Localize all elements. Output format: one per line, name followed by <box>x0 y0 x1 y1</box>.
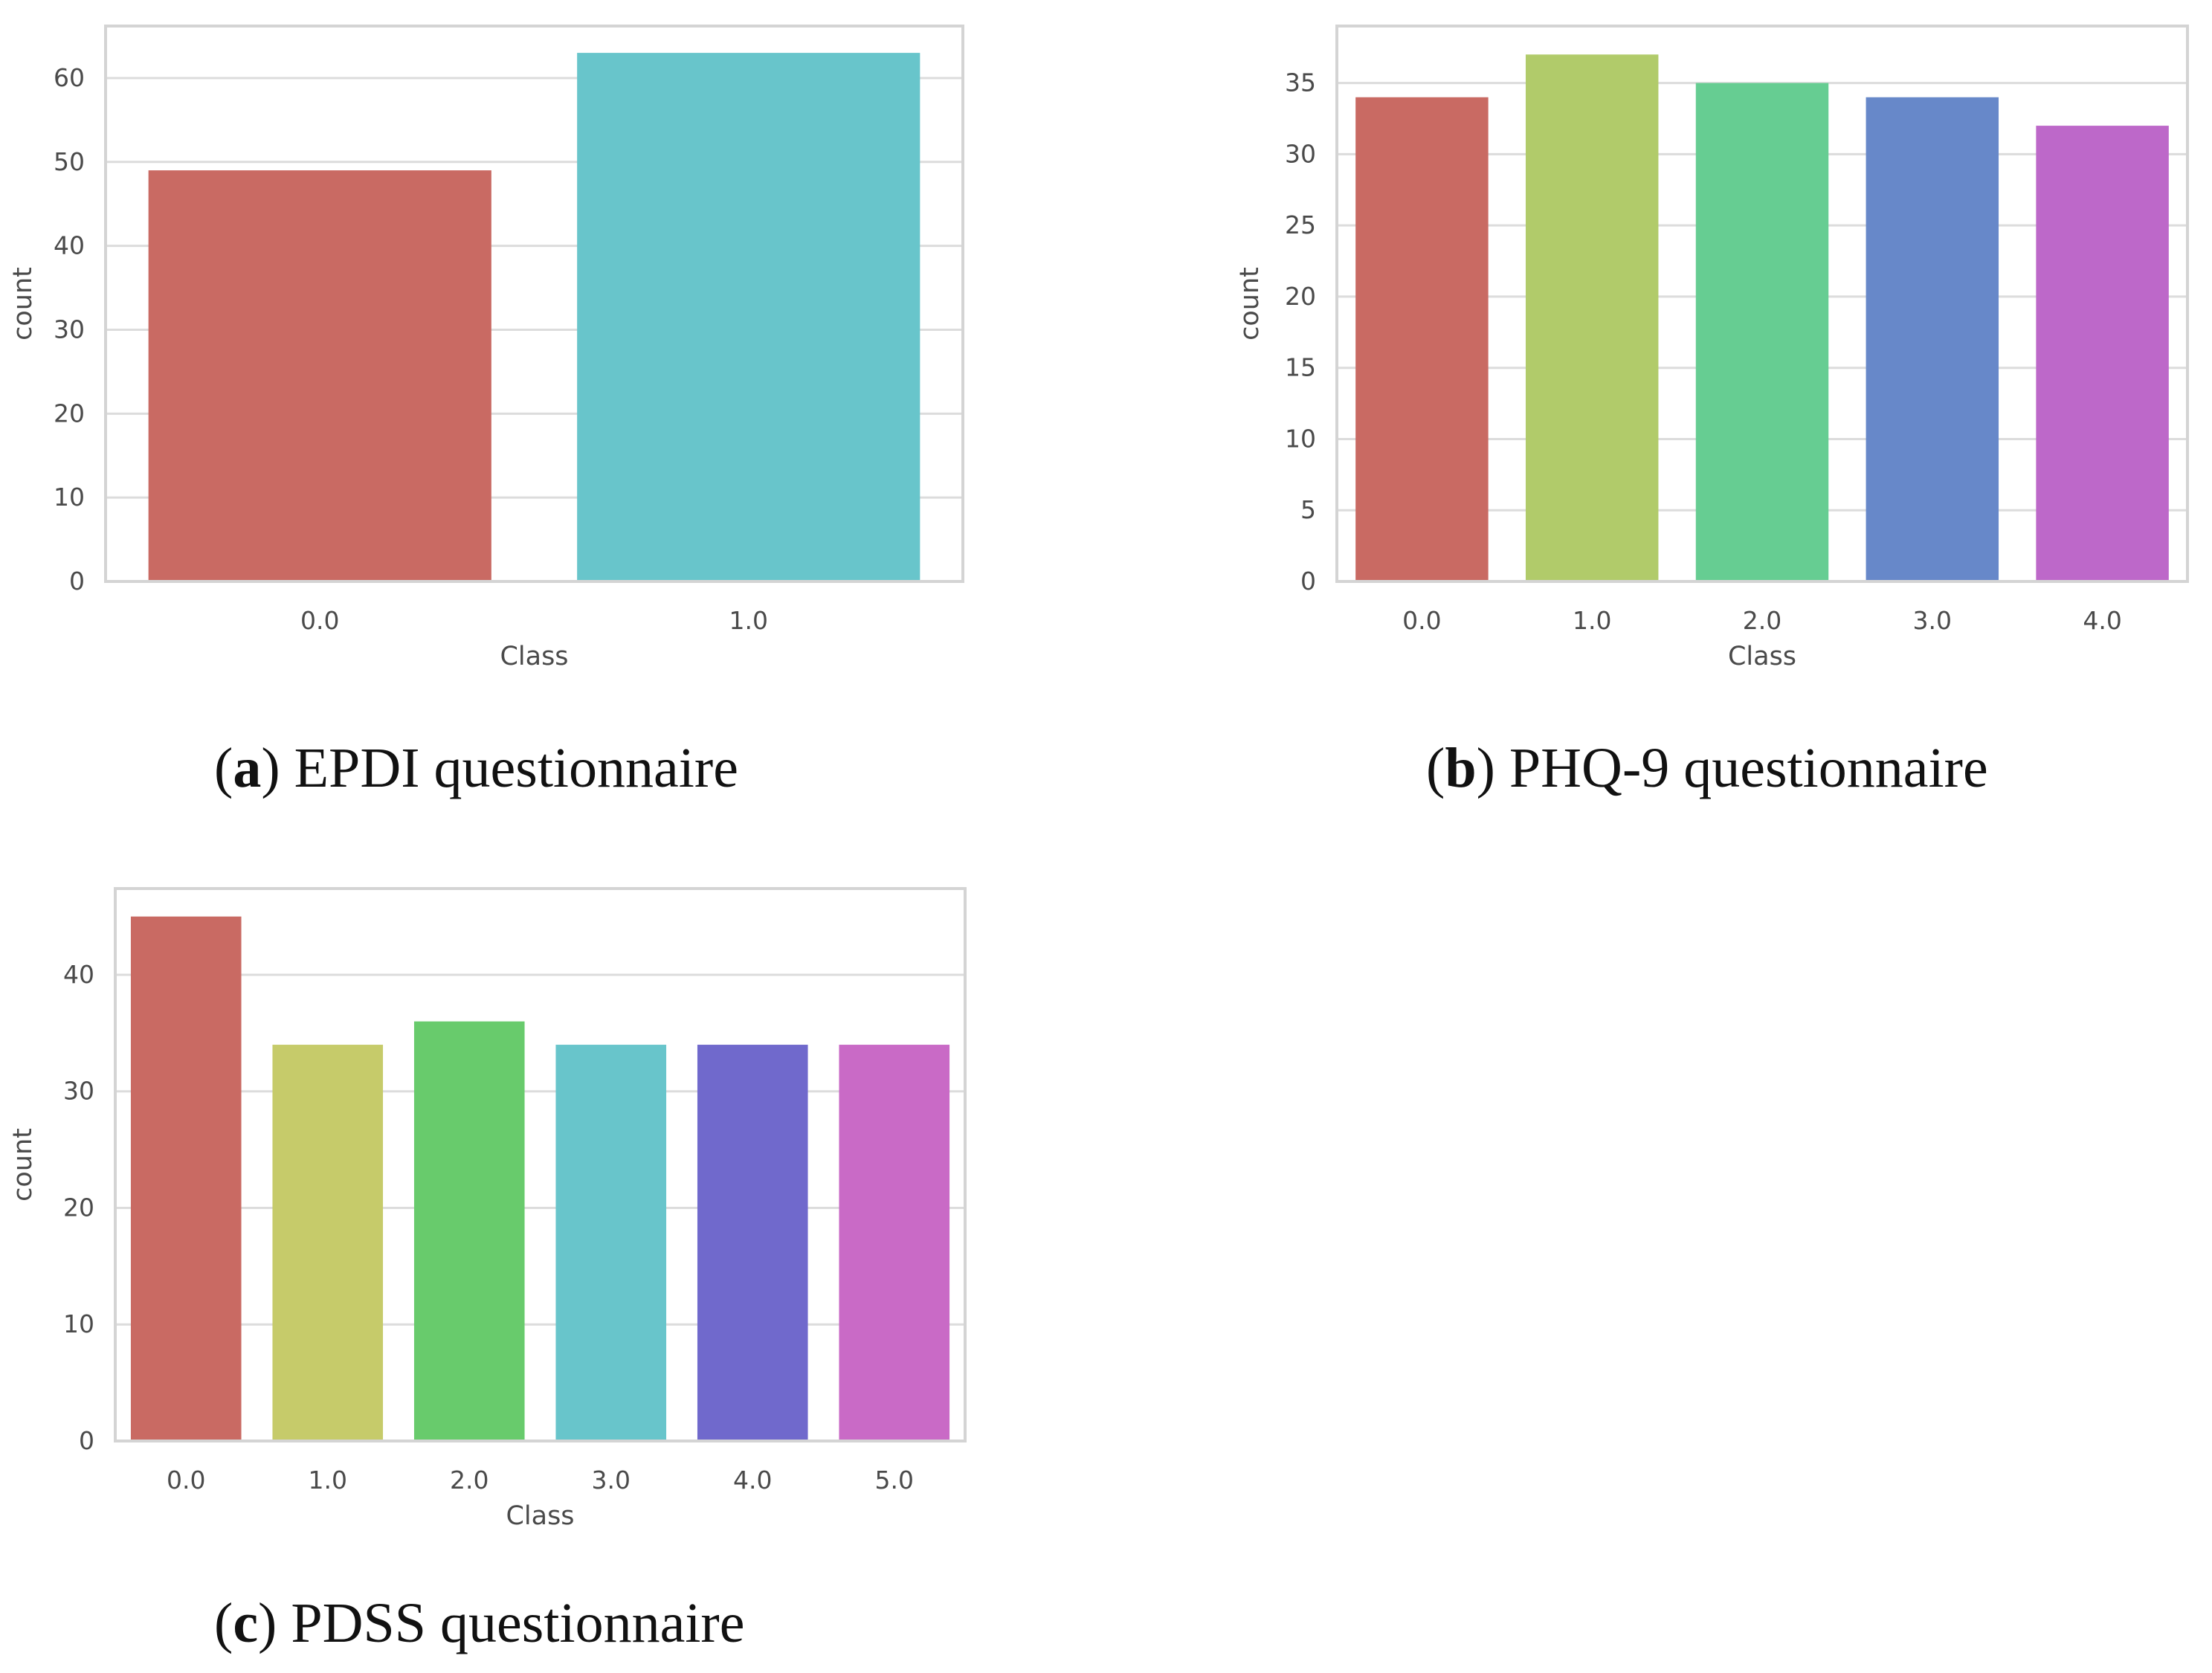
phq9-ytick-label: 10 <box>1285 424 1316 453</box>
pdss-bar-3.0 <box>555 1045 667 1441</box>
epdi-xtick-label: 1.0 <box>729 606 768 635</box>
epdi-ytick-label: 10 <box>54 483 85 512</box>
phq9-xtick-label: 4.0 <box>2083 606 2121 635</box>
pdss-x-axis-title: Class <box>506 1501 574 1531</box>
epdi-ytick-label: 50 <box>54 147 85 176</box>
pdss-ytick-label: 0 <box>79 1426 94 1455</box>
caption-phq9-letter: b <box>1445 737 1477 799</box>
phq9-ytick-label: 15 <box>1285 353 1316 382</box>
caption-epdi-letter: a <box>233 737 262 799</box>
phq9-xtick-label: 1.0 <box>1573 606 1611 635</box>
caption-phq9: (b) PHQ-9 questionnaire <box>1426 737 1988 799</box>
epdi-ytick-label: 0 <box>69 567 85 596</box>
pdss-xtick-label: 3.0 <box>592 1466 631 1495</box>
chart-pdss: 0 10 20 30 40 0.0 1.0 2.0 3.0 4.0 5.0 Class count <box>8 887 967 1531</box>
caption-epdi-text: EPDI questionnaire <box>294 737 738 799</box>
caption-pdss: (c) PDSS questionnaire <box>214 1592 745 1654</box>
pdss-ytick-label: 30 <box>63 1077 94 1106</box>
phq9-y-axis-title: count <box>1235 267 1265 341</box>
phq9-bar-2.0 <box>1695 83 1829 582</box>
phq9-bar-3.0 <box>1866 97 1999 581</box>
pdss-bar-2.0 <box>413 1021 525 1441</box>
pdss-xtick-label: 0.0 <box>167 1466 205 1495</box>
epdi-x-axis-title: Class <box>500 642 568 671</box>
pdss-xtick-label: 4.0 <box>733 1466 772 1495</box>
caption-pdss-text: PDSS questionnaire <box>291 1592 745 1654</box>
epdi-bar-0.0 <box>148 170 491 581</box>
pdss-xtick-label: 2.0 <box>450 1466 488 1495</box>
epdi-bar-1.0 <box>577 53 920 581</box>
epdi-xtick-label: 0.0 <box>300 606 339 635</box>
pdss-ytick-label: 40 <box>63 960 94 989</box>
epdi-ytick-label: 40 <box>54 231 85 260</box>
phq9-ytick-label: 20 <box>1285 282 1316 311</box>
pdss-ytick-label: 20 <box>63 1193 94 1222</box>
epdi-y-axis-title: count <box>8 267 38 341</box>
pdss-bar-5.0 <box>839 1045 950 1441</box>
epdi-ytick-label: 20 <box>54 399 85 428</box>
chart-epdi: 0 10 20 30 40 50 60 0.0 1.0 Class count <box>8 25 964 671</box>
caption-epdi: (a) EPDI questionnaire <box>214 737 738 799</box>
phq9-plot-frame <box>1335 25 2189 583</box>
phq9-bar-0.0 <box>1355 97 1489 581</box>
phq9-ytick-label: 25 <box>1285 210 1316 239</box>
phq9-xtick-label: 3.0 <box>1913 606 1952 635</box>
phq9-bar-4.0 <box>2036 126 2169 582</box>
phq9-ytick-label: 5 <box>1300 495 1316 524</box>
pdss-xtick-label: 5.0 <box>875 1466 914 1495</box>
pdss-y-axis-title: count <box>8 1128 38 1202</box>
epdi-ytick-label: 30 <box>54 315 85 344</box>
pdss-bar-1.0 <box>272 1045 384 1441</box>
pdss-plot-frame <box>114 887 967 1442</box>
pdss-ytick-label: 10 <box>63 1309 94 1338</box>
caption-pdss-letter: c <box>233 1592 259 1654</box>
phq9-ytick-label: 0 <box>1300 567 1316 596</box>
phq9-ytick-label: 30 <box>1285 139 1316 168</box>
phq9-ytick-label: 35 <box>1285 68 1316 97</box>
pdss-xtick-label: 1.0 <box>309 1466 347 1495</box>
pdss-bar-0.0 <box>130 916 242 1441</box>
phq9-x-axis-title: Class <box>1728 642 1796 671</box>
caption-phq9-text: PHQ-9 questionnaire <box>1509 737 1988 799</box>
pdss-bar-4.0 <box>697 1045 808 1441</box>
epdi-plot-frame <box>104 25 964 583</box>
phq9-bar-1.0 <box>1525 54 1659 582</box>
epdi-ytick-label: 60 <box>54 63 85 92</box>
phq9-xtick-label: 2.0 <box>1743 606 1781 635</box>
chart-phq9: 0 5 10 15 20 25 30 35 0.0 1.0 2.0 3.0 4.0 Class count <box>1235 25 2189 671</box>
phq9-xtick-label: 0.0 <box>1402 606 1441 635</box>
